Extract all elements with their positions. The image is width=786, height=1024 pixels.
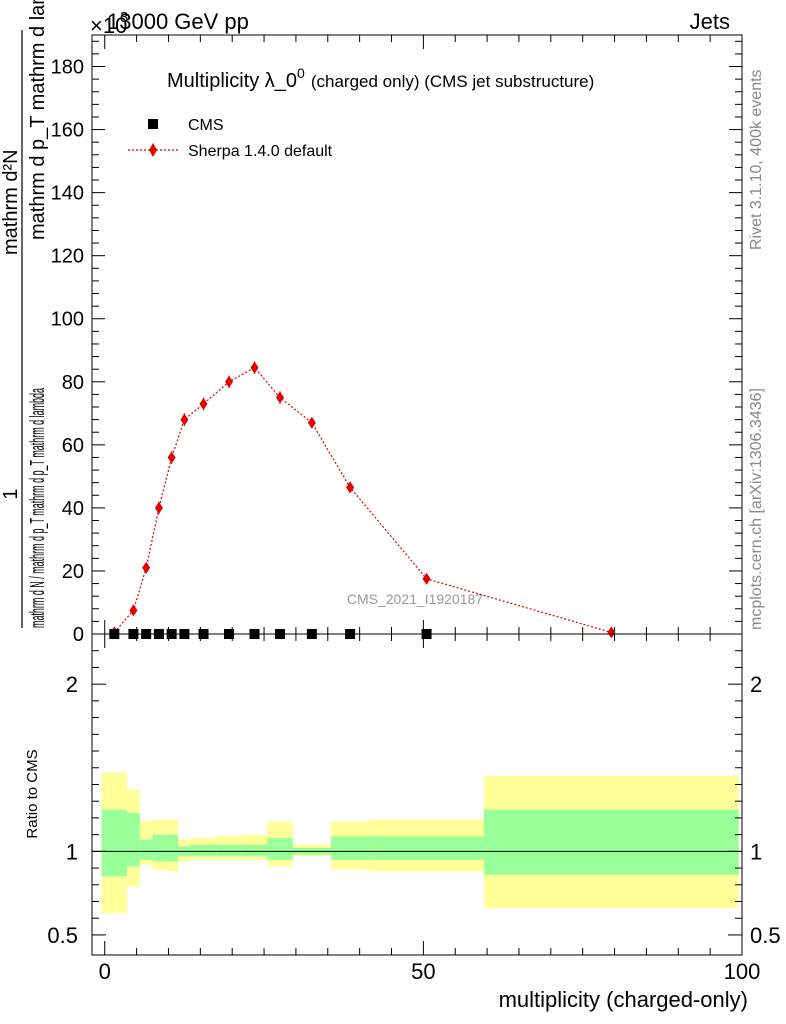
exponent-prefix: ×10 bbox=[90, 13, 127, 38]
main-y-tick-label: 100 bbox=[51, 309, 84, 331]
sherpa-line bbox=[113, 366, 612, 633]
legend-label-cms: CMS bbox=[188, 117, 224, 134]
rivet-version-label: Rivet 3.1.10, 400k events bbox=[748, 69, 765, 250]
ylabel-numerator: 1 bbox=[0, 488, 22, 499]
watermark: CMS_2021_I1920187 bbox=[347, 591, 483, 607]
ratio-y-tick-label-right: 0.5 bbox=[750, 923, 781, 948]
ratio-y-tick-label: 1 bbox=[66, 839, 78, 864]
legend-label-sherpa: Sherpa 1.4.0 default bbox=[188, 143, 333, 160]
legend: CMS Sherpa 1.4.0 default bbox=[128, 117, 333, 160]
main-y-tick-label: 80 bbox=[62, 372, 84, 394]
sherpa-point bbox=[225, 375, 234, 388]
main-y-tick-label: 20 bbox=[62, 561, 84, 583]
main-y-tick-label: 180 bbox=[51, 57, 84, 79]
main-x-ticks bbox=[104, 35, 743, 634]
sherpa-point bbox=[422, 572, 431, 585]
x-tick-label: 0 bbox=[99, 959, 111, 984]
main-y-tick-label: 60 bbox=[62, 435, 84, 457]
main-y-tick-label: 40 bbox=[62, 498, 84, 520]
ratio-inner-band bbox=[127, 812, 140, 867]
x-tick-label: 100 bbox=[724, 959, 761, 984]
ylabel-rot-mid: mathrm d p_T mathrm d lambda bbox=[27, 0, 49, 240]
x-tick-label: 50 bbox=[411, 959, 435, 984]
ratio-y-tick-label-right: 2 bbox=[750, 672, 762, 697]
ratio-ylabel: Ratio to CMS bbox=[24, 749, 41, 838]
exponent-power: 3 bbox=[120, 9, 128, 26]
mcplots-label: mcplots.cern.ch [arXiv:1306.3436] bbox=[748, 388, 765, 630]
sherpa-point bbox=[250, 361, 259, 374]
title-sub: (charged only) (CMS jet substructure) bbox=[311, 72, 594, 91]
ratio-panel: 0.5 0.5 1 1 2 2 0 50 100 Ratio to CMS multiplic… bbox=[24, 633, 781, 1012]
sherpa-point bbox=[607, 626, 616, 639]
ratio-inner-band bbox=[330, 836, 370, 860]
main-y-tick-label: 140 bbox=[51, 183, 84, 205]
ratio-inner-band bbox=[152, 834, 166, 862]
svg-text:Multiplicity λ_00(charged only: Multiplicity λ_00 (charged only) (CMS jet… bbox=[167, 65, 594, 92]
sherpa-point bbox=[129, 604, 138, 617]
legend-marker-cms bbox=[148, 119, 158, 129]
ratio-inner-band bbox=[483, 809, 739, 875]
sherpa-point bbox=[307, 416, 316, 429]
ylabel-rot-top: mathrm d²N bbox=[0, 149, 22, 255]
ratio-inner-band bbox=[241, 844, 268, 857]
ratio-inner-band bbox=[101, 809, 128, 877]
sherpa-point bbox=[275, 391, 284, 404]
ratio-x-ticks: 0 50 100 bbox=[99, 634, 761, 984]
ratio-y-tick-label-right: 1 bbox=[750, 839, 762, 864]
title: Multiplicity λ_00 (charged only) (CMS jet… bbox=[167, 65, 594, 92]
title-superscript: 0 bbox=[297, 65, 305, 81]
category-label: Jets bbox=[690, 9, 730, 34]
sherpa-point bbox=[154, 501, 163, 514]
ratio-y-tick-label: 0.5 bbox=[47, 923, 78, 948]
ratio-y-ticks: 0.5 0.5 1 1 2 2 bbox=[47, 650, 781, 948]
ratio-inner-band bbox=[139, 839, 153, 860]
title-main: Multiplicity λ_0 bbox=[167, 70, 297, 92]
ratio-inner-band bbox=[267, 837, 293, 860]
ratio-inner-band bbox=[369, 836, 484, 860]
ratio-inner-band bbox=[165, 834, 179, 862]
sherpa-point bbox=[142, 561, 151, 574]
ylabel-denominator: mathrm d N / mathrm d p_T mathrm d p_T m… bbox=[27, 388, 49, 628]
energy-label: 13000 GeV pp bbox=[107, 9, 249, 34]
main-panel: 0 20 40 60 80 100 120 140 160 180 CMS_2021_I19201… bbox=[51, 34, 743, 646]
sherpa-point bbox=[167, 451, 176, 464]
ratio-inner-band bbox=[216, 844, 242, 857]
sherpa-point bbox=[180, 413, 189, 426]
main-y-tick-label: 120 bbox=[51, 246, 84, 268]
ratio-y-tick-label: 2 bbox=[66, 672, 78, 697]
sherpa-point bbox=[346, 481, 355, 494]
main-y-tick-label: 160 bbox=[51, 120, 84, 142]
sherpa-point bbox=[199, 397, 208, 410]
xlabel: multiplicity (charged-only) bbox=[499, 987, 748, 1012]
main-y-ticks: 0 20 40 60 80 100 120 140 160 180 bbox=[51, 40, 742, 646]
ratio-inner-band bbox=[190, 844, 217, 857]
main-y-tick-label: 0 bbox=[73, 624, 84, 646]
legend-marker-sherpa bbox=[149, 143, 157, 157]
ratio-bands bbox=[101, 772, 739, 914]
ratio-frame bbox=[91, 633, 743, 956]
